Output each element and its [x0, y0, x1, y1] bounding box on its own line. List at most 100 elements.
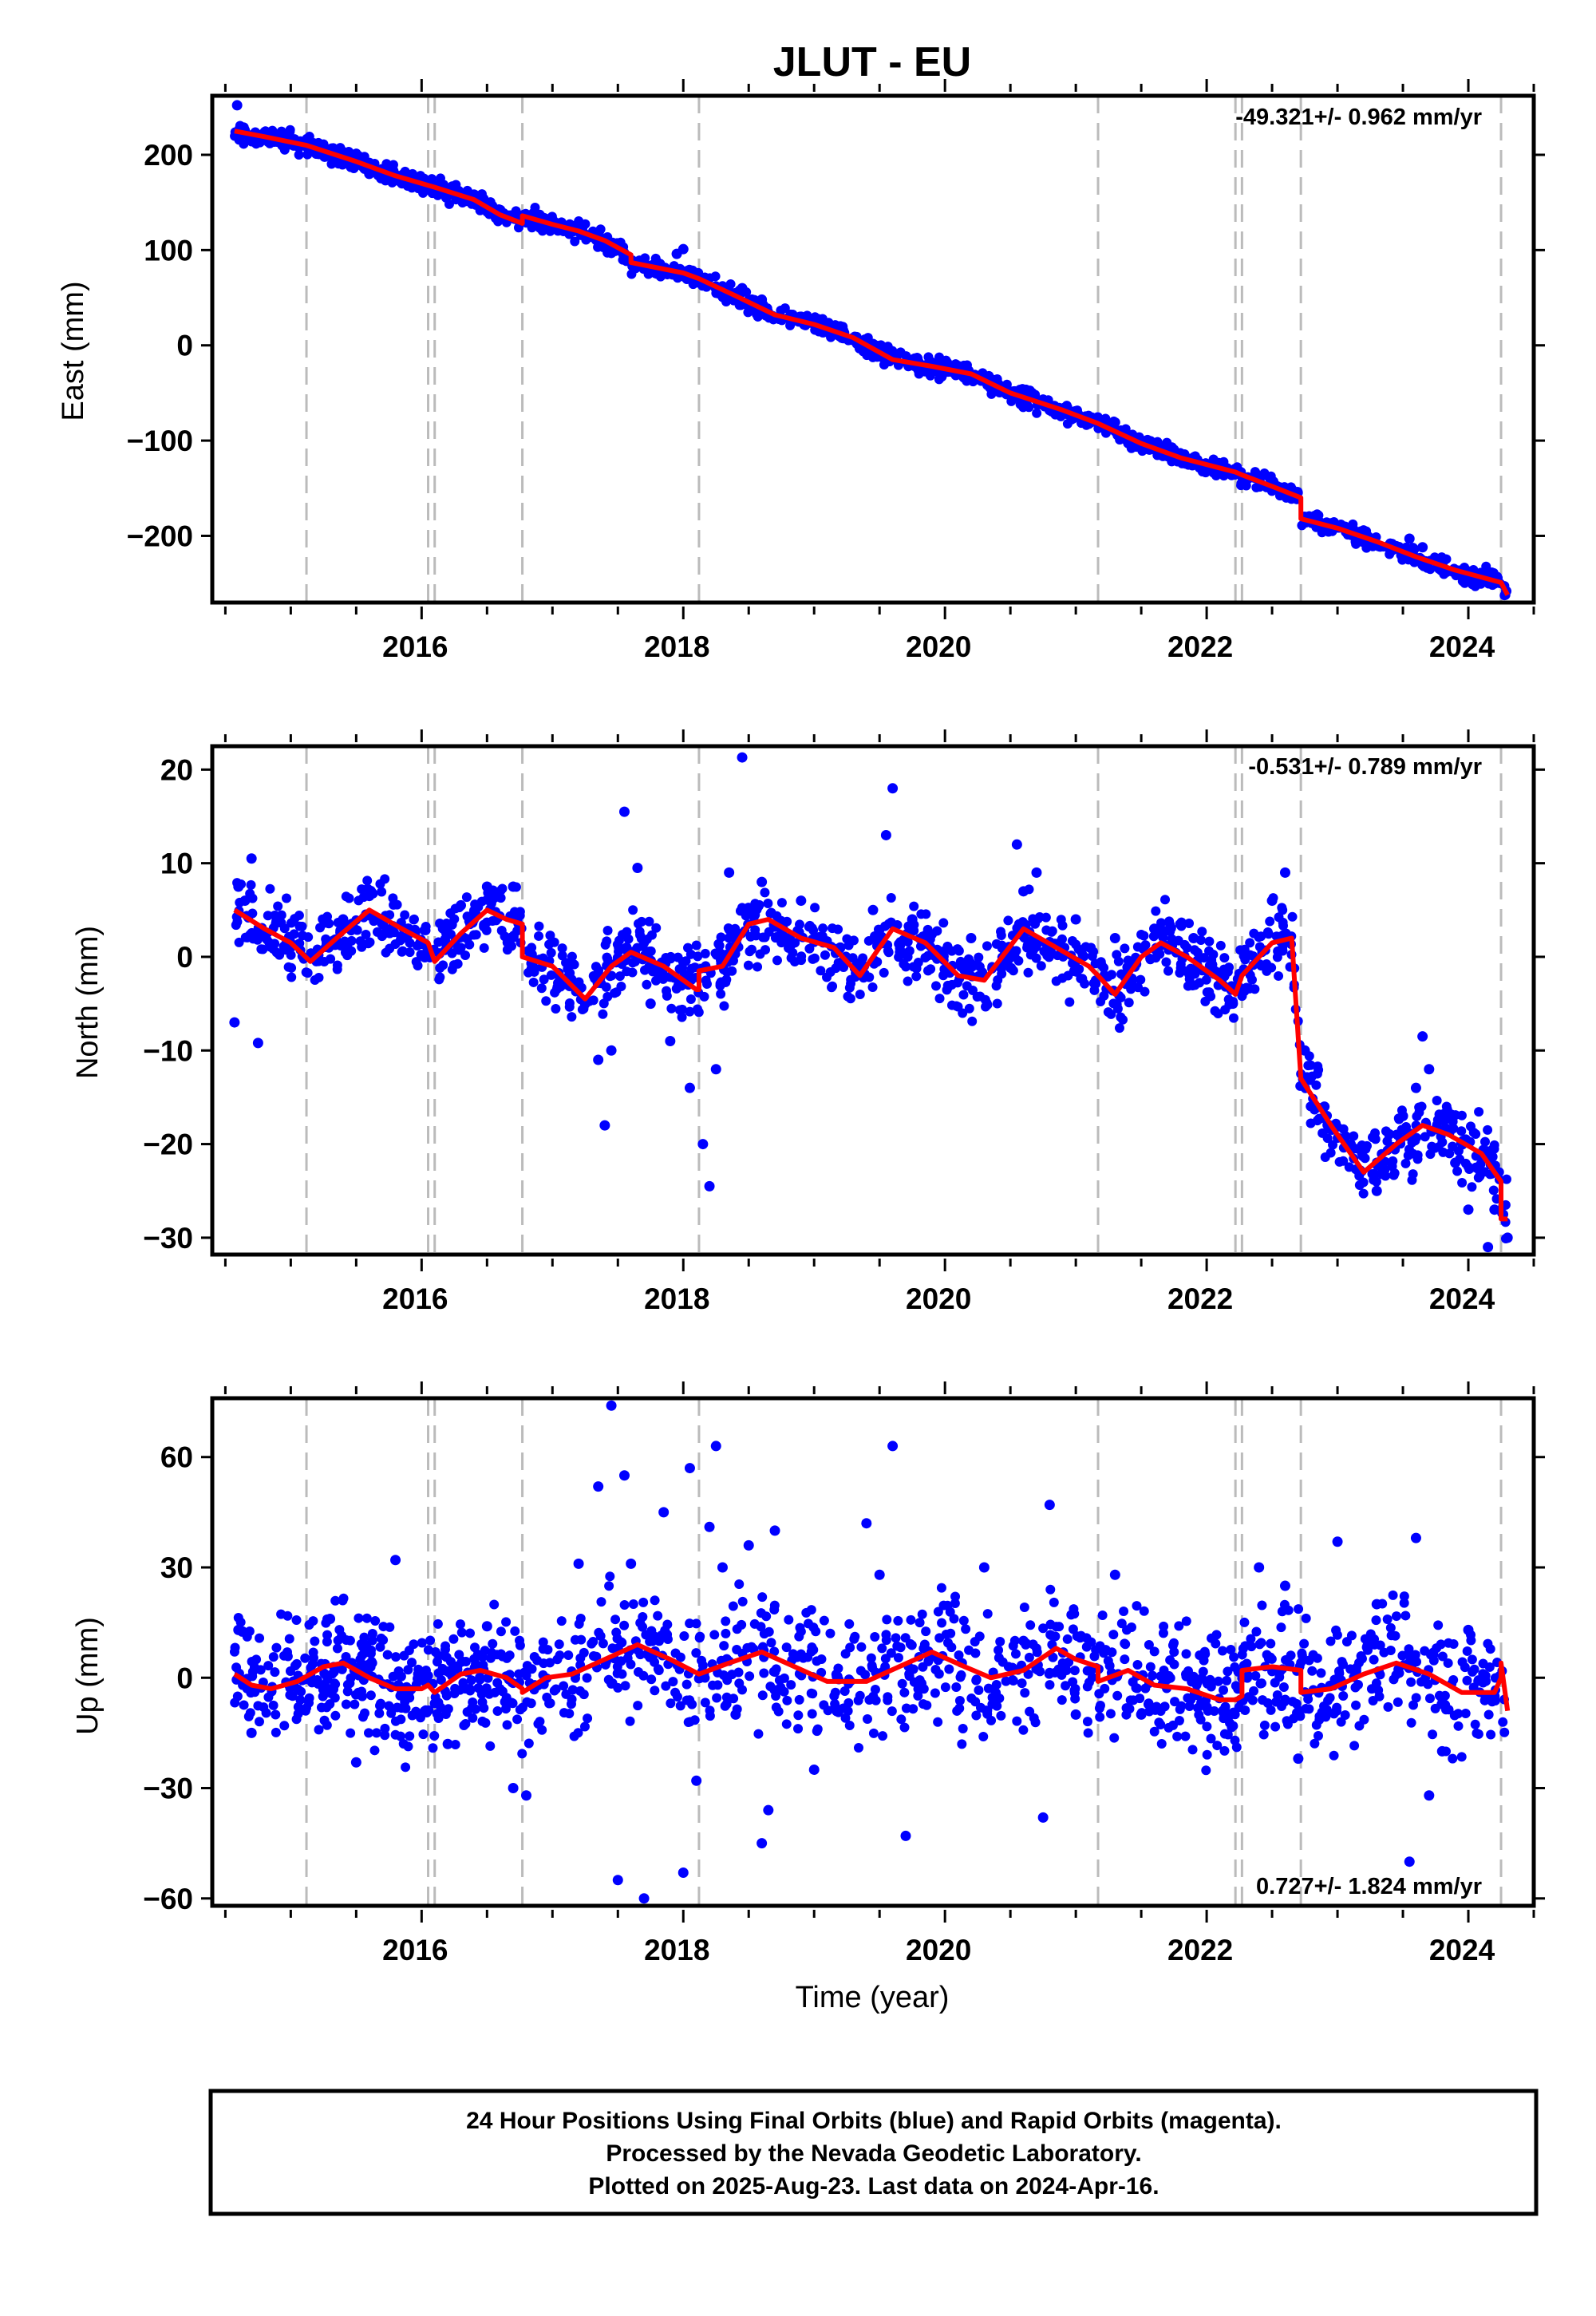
north-data-point: [1313, 1061, 1323, 1072]
up-data-point: [544, 1698, 555, 1709]
north-data-point: [886, 893, 896, 903]
up-data-point: [684, 1463, 695, 1474]
up-data-point: [781, 1642, 792, 1653]
east-x-tick-label: 2018: [644, 630, 709, 663]
north-data-point: [332, 960, 342, 970]
up-data-point: [517, 1749, 527, 1759]
up-data-point: [418, 1729, 429, 1740]
up-data-point: [384, 1701, 394, 1711]
north-data-point: [671, 983, 681, 994]
up-data-point: [1156, 1738, 1167, 1749]
north-data-point: [252, 1037, 263, 1049]
up-data-point: [635, 1650, 646, 1660]
north-data-point: [1207, 959, 1218, 970]
up-data-point: [942, 1638, 953, 1648]
up-data-point: [1136, 1709, 1147, 1720]
north-data-point: [992, 998, 1002, 1009]
up-data-point: [1262, 1697, 1273, 1708]
up-data-point: [950, 1591, 961, 1602]
north-data-point: [1463, 1204, 1474, 1215]
up-data-point: [527, 1664, 537, 1674]
up-data-point: [1231, 1742, 1242, 1753]
north-data-point: [1145, 953, 1156, 963]
north-data-point: [907, 914, 918, 925]
up-data-point: [1246, 1634, 1256, 1644]
north-data-point: [760, 887, 770, 898]
up-data-point: [322, 1637, 332, 1647]
up-data-point: [1024, 1652, 1034, 1662]
up-data-point: [1410, 1650, 1420, 1660]
up-data-point: [838, 1703, 848, 1713]
north-data-point: [1070, 914, 1081, 925]
up-data-point: [1325, 1636, 1336, 1646]
north-data-point: [549, 937, 559, 947]
north-data-point: [1003, 915, 1013, 926]
x-axis-label: Time (year): [796, 1981, 950, 2014]
north-data-point: [1489, 1144, 1499, 1154]
up-data-point: [521, 1670, 531, 1681]
up-data-point: [892, 1641, 903, 1651]
north-data-point: [258, 944, 268, 954]
north-data-point: [1190, 969, 1200, 979]
up-data-point: [606, 1678, 617, 1689]
up-data-point: [737, 1596, 748, 1607]
up-data-point: [923, 1656, 934, 1666]
up-data-point: [1473, 1675, 1483, 1686]
up-data-point: [812, 1656, 822, 1666]
up-data-point: [512, 1714, 523, 1725]
north-y-tick-label: 20: [160, 753, 193, 786]
up-data-point: [284, 1634, 294, 1644]
east-y-axis-label: East (mm): [57, 281, 90, 421]
north-data-point: [445, 908, 456, 919]
up-data-point: [532, 1655, 543, 1666]
up-data-point: [230, 1697, 240, 1708]
up-data-point: [371, 1728, 381, 1738]
east-y-tick-label: −100: [127, 425, 193, 457]
up-data-point: [982, 1709, 993, 1719]
up-data-point: [1172, 1731, 1183, 1741]
up-data-point: [405, 1731, 415, 1741]
north-data-point: [786, 939, 796, 950]
up-data-point: [268, 1652, 279, 1662]
up-data-point: [970, 1637, 980, 1647]
north-data-point: [693, 951, 703, 962]
north-data-point: [713, 939, 724, 949]
up-data-point: [450, 1740, 460, 1750]
up-panel: Up (mm) 0.727+/- 1.824 mm/yr −60 −30 0 30 60 20…: [71, 1381, 1545, 1966]
up-data-point: [779, 1686, 789, 1697]
up-data-point: [1462, 1675, 1472, 1686]
up-data-point: [893, 1615, 903, 1626]
up-data-point: [1296, 1658, 1306, 1668]
up-data-point: [579, 1647, 589, 1658]
east-x-tick-label: 2016: [382, 630, 448, 663]
north-data-point: [392, 899, 402, 910]
north-data-point: [528, 977, 539, 987]
up-data-point: [1357, 1654, 1367, 1664]
up-data-point: [1199, 1655, 1209, 1666]
north-data-point: [600, 939, 610, 950]
north-x-tick-label: 2020: [906, 1282, 971, 1315]
up-data-point: [497, 1686, 508, 1697]
up-data-point: [231, 1662, 242, 1673]
north-data-point: [814, 931, 824, 942]
up-data-point: [327, 1669, 338, 1679]
east-data-point: [1460, 578, 1470, 588]
up-data-point: [300, 1705, 310, 1716]
up-data-point: [559, 1681, 569, 1691]
up-data-point: [1430, 1703, 1440, 1713]
north-data-point: [964, 1003, 974, 1014]
up-data-point: [769, 1525, 780, 1536]
up-data-point: [465, 1686, 476, 1696]
up-data-point: [489, 1599, 500, 1610]
east-panel: East (mm) -49.321+/- 0.962 mm/yr −200 −100 0…: [57, 79, 1545, 663]
up-data-point: [996, 1710, 1006, 1721]
up-data-point: [1219, 1685, 1229, 1695]
north-data-point: [1106, 1009, 1116, 1019]
up-data-point: [921, 1626, 931, 1637]
north-data-point: [1452, 1166, 1463, 1176]
north-data-point: [1381, 1126, 1391, 1136]
north-data-point: [1013, 919, 1024, 929]
up-data-point: [481, 1621, 492, 1632]
up-data-point: [359, 1632, 369, 1642]
